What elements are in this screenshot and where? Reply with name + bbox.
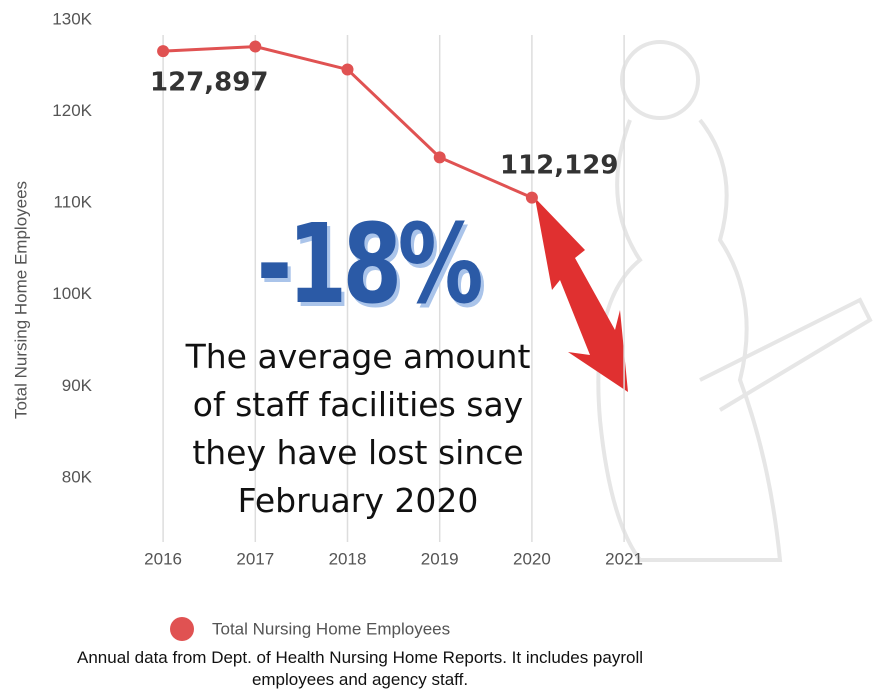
point [249,40,262,53]
x-tick-label: 2017 [236,549,274,568]
annotation: 127,897 [150,68,268,98]
point [157,45,170,58]
y-tick-label: 90K [62,376,93,395]
y-tick-label: 80K [62,467,93,486]
headline: -18% [256,200,484,328]
arrow [535,198,628,392]
point [525,191,538,204]
y-axis-title: Total Nursing Home Employees [11,181,30,419]
annotation: 112,129 [500,151,618,181]
x-tick-label: 2018 [329,549,367,568]
y-tick-label: 120K [52,101,92,120]
y-tick-label: 130K [52,9,92,28]
illustration [596,40,873,562]
x-tick-label: 2020 [513,549,551,568]
footnote: Annual data from Dept. of Health Nursing… [77,648,643,689]
caption-line: The average amount [185,337,531,376]
point [341,63,354,76]
caption-line: February 2020 [237,481,479,520]
point [433,151,446,164]
legend-marker [170,617,194,641]
x-tick-label: 2019 [421,549,459,568]
legend-label: Total Nursing Home Employees [212,619,450,638]
x-tick-label: 2021 [605,549,643,568]
y-tick-label: 100K [52,284,92,303]
x-tick-label: 2016 [144,549,182,568]
caption-line: they have lost since [192,433,524,472]
caption: The average amount of staff facilities sa… [148,333,568,525]
y-tick-label: 110K [54,193,93,212]
caption-line: of staff facilities say [192,385,524,424]
